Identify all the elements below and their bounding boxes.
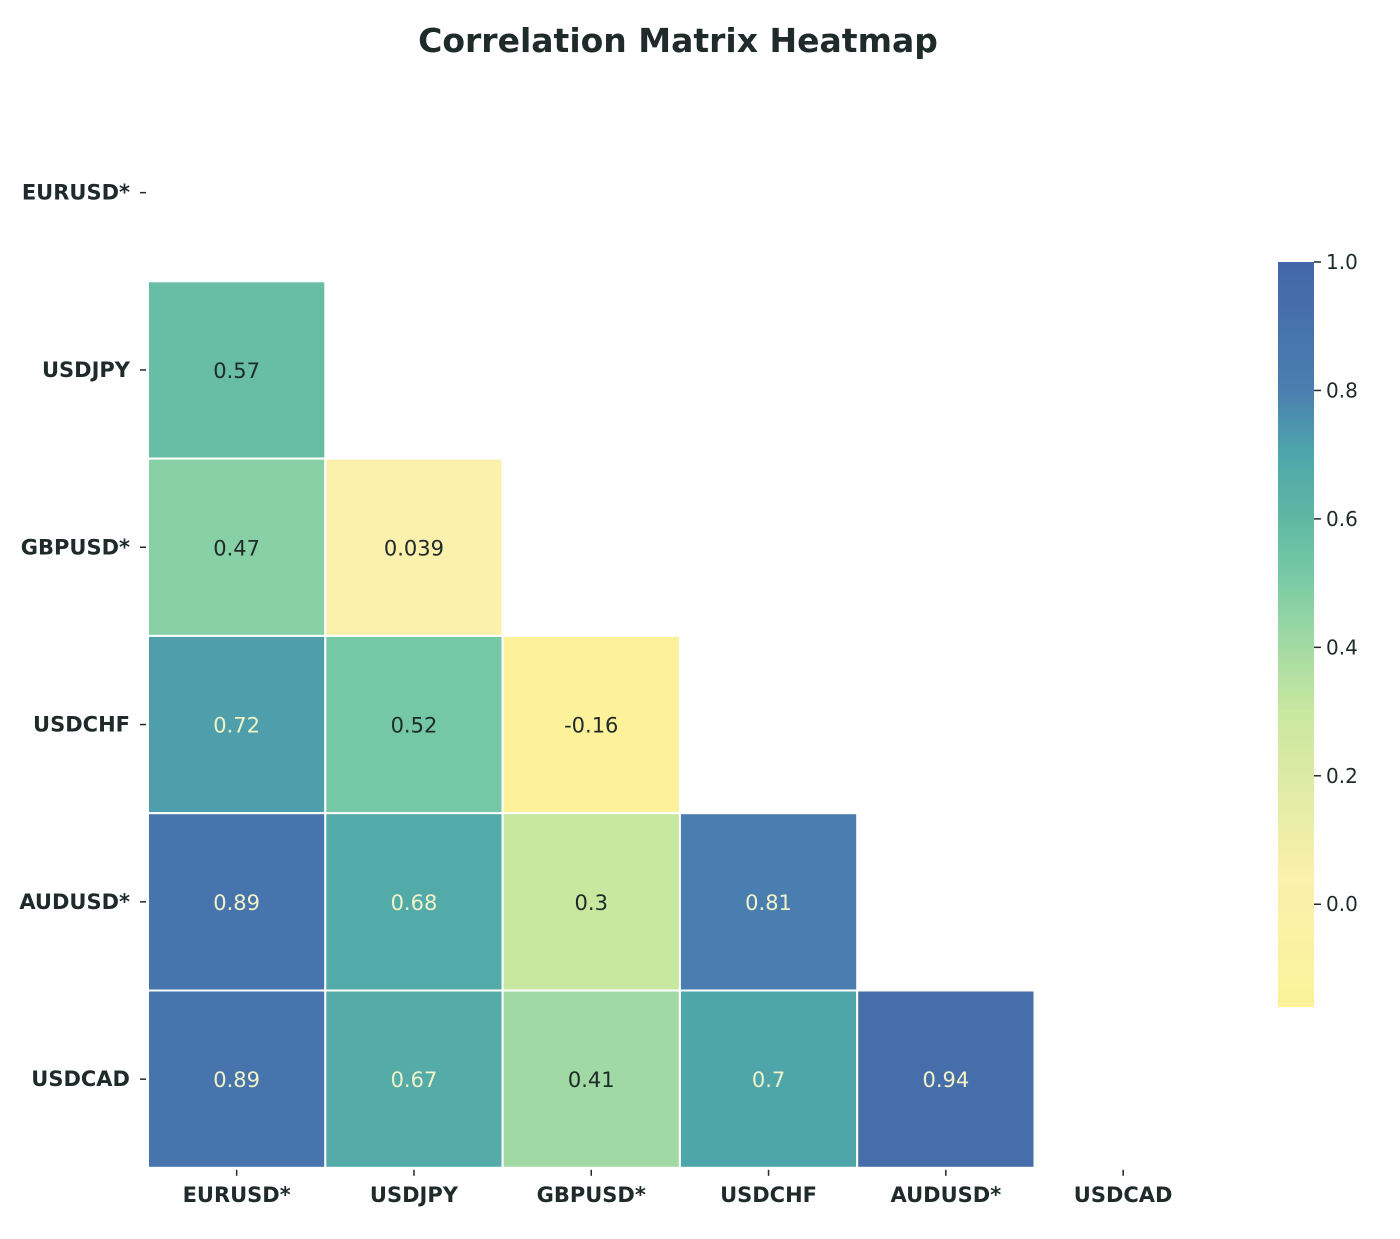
heatmap-cell-rect [147,280,327,460]
x-tick-label: AUDUSD* [891,1183,1002,1207]
heatmap-cell-value: 0.7 [752,1068,785,1092]
heatmap-cell-rect [324,812,504,992]
x-axis-ticks: EURUSD* USDJPY GBPUSD* USDCHF AUDUSD* USDCAD [183,1169,1173,1207]
y-axis-ticks: EURUSD* USDJPY GBPUSD* USDCHF AUDUSD* USDCAD [19,181,146,1091]
heatmap-cell-value: 0.68 [391,891,438,915]
heatmap-cell-rect [147,457,327,637]
heatmap-cell: 0.41 [501,989,681,1169]
heatmap-cell: 0.57 [147,280,327,460]
heatmap-cell-rect [856,989,1036,1169]
heatmap-cell: 0.3 [501,812,681,992]
x-tick-label: EURUSD* [183,1183,291,1207]
heatmap-cell: 0.7 [678,989,859,1169]
colorbar-gradient [1278,262,1314,1007]
heatmap-cell-rect [501,989,681,1169]
heatmap-cell-value: 0.47 [213,536,260,560]
heatmap-cell-value: 0.039 [384,536,444,560]
heatmap-cell: 0.94 [856,989,1036,1169]
chart-title: Correlation Matrix Heatmap [418,21,938,60]
heatmap-cell-value: -0.16 [564,714,618,738]
colorbar: 1.0 0.8 0.6 0.4 0.2 0.0 [1278,250,1358,1007]
y-tick-label: USDCAD [31,1067,130,1091]
y-tick-label: AUDUSD* [19,890,130,914]
heatmap-cell-rect [147,634,327,815]
heatmap-cell-value: 0.89 [213,1068,260,1092]
colorbar-tick-label: 0.8 [1326,378,1358,402]
heatmap-cells: 0.57 0.47 0.039 0.72 0.52 -0.16 0.89 0.68 0.3 0.8… [147,280,1036,1169]
heatmap-cell: 0.039 [324,457,504,637]
heatmap-cell-value: 0.41 [568,1068,615,1092]
heatmap-cell-value: 0.94 [922,1068,969,1092]
y-tick-label: GBPUSD* [21,535,130,559]
heatmap-cell-rect [678,989,859,1169]
y-tick-label: EURUSD* [22,181,130,205]
heatmap-cell-rect [501,634,681,815]
heatmap-cell-rect [324,634,504,815]
heatmap-cell: 0.89 [147,812,327,992]
heatmap-cell-value: 0.72 [213,714,260,738]
heatmap-cell-value: 0.52 [391,714,438,738]
heatmap-cell-value: 0.89 [213,891,260,915]
heatmap-cell-rect [324,989,504,1169]
heatmap-cell: 0.67 [324,989,504,1169]
x-tick-label: USDJPY [370,1183,459,1207]
colorbar-tick-label: 0.4 [1326,635,1358,659]
heatmap-cell-value: 0.57 [213,359,260,383]
x-tick-label: USDCHF [720,1183,817,1207]
x-tick-label: USDCAD [1074,1183,1173,1207]
x-tick-label: GBPUSD* [537,1183,646,1207]
colorbar-tick-label: 0.0 [1326,892,1358,916]
y-tick-label: USDCHF [33,713,130,737]
colorbar-tick-label: 1.0 [1326,250,1358,274]
heatmap-cell: 0.68 [324,812,504,992]
heatmap-cell: 0.89 [147,989,327,1169]
heatmap-cell-value: 0.67 [391,1068,438,1092]
heatmap-cell: -0.16 [501,634,681,815]
heatmap-cell-value: 0.81 [745,891,792,915]
heatmap-cell: 0.52 [324,634,504,815]
colorbar-tick-label: 0.2 [1326,764,1358,788]
heatmap-cell-value: 0.3 [575,891,608,915]
heatmap-cell-rect [678,812,859,992]
heatmap-cell: 0.72 [147,634,327,815]
heatmap-cell: 0.47 [147,457,327,637]
heatmap-cell-rect [324,457,504,637]
heatmap-cell: 0.81 [678,812,859,992]
y-tick-label: USDJPY [42,358,131,382]
colorbar-tick-label: 0.6 [1326,507,1358,531]
